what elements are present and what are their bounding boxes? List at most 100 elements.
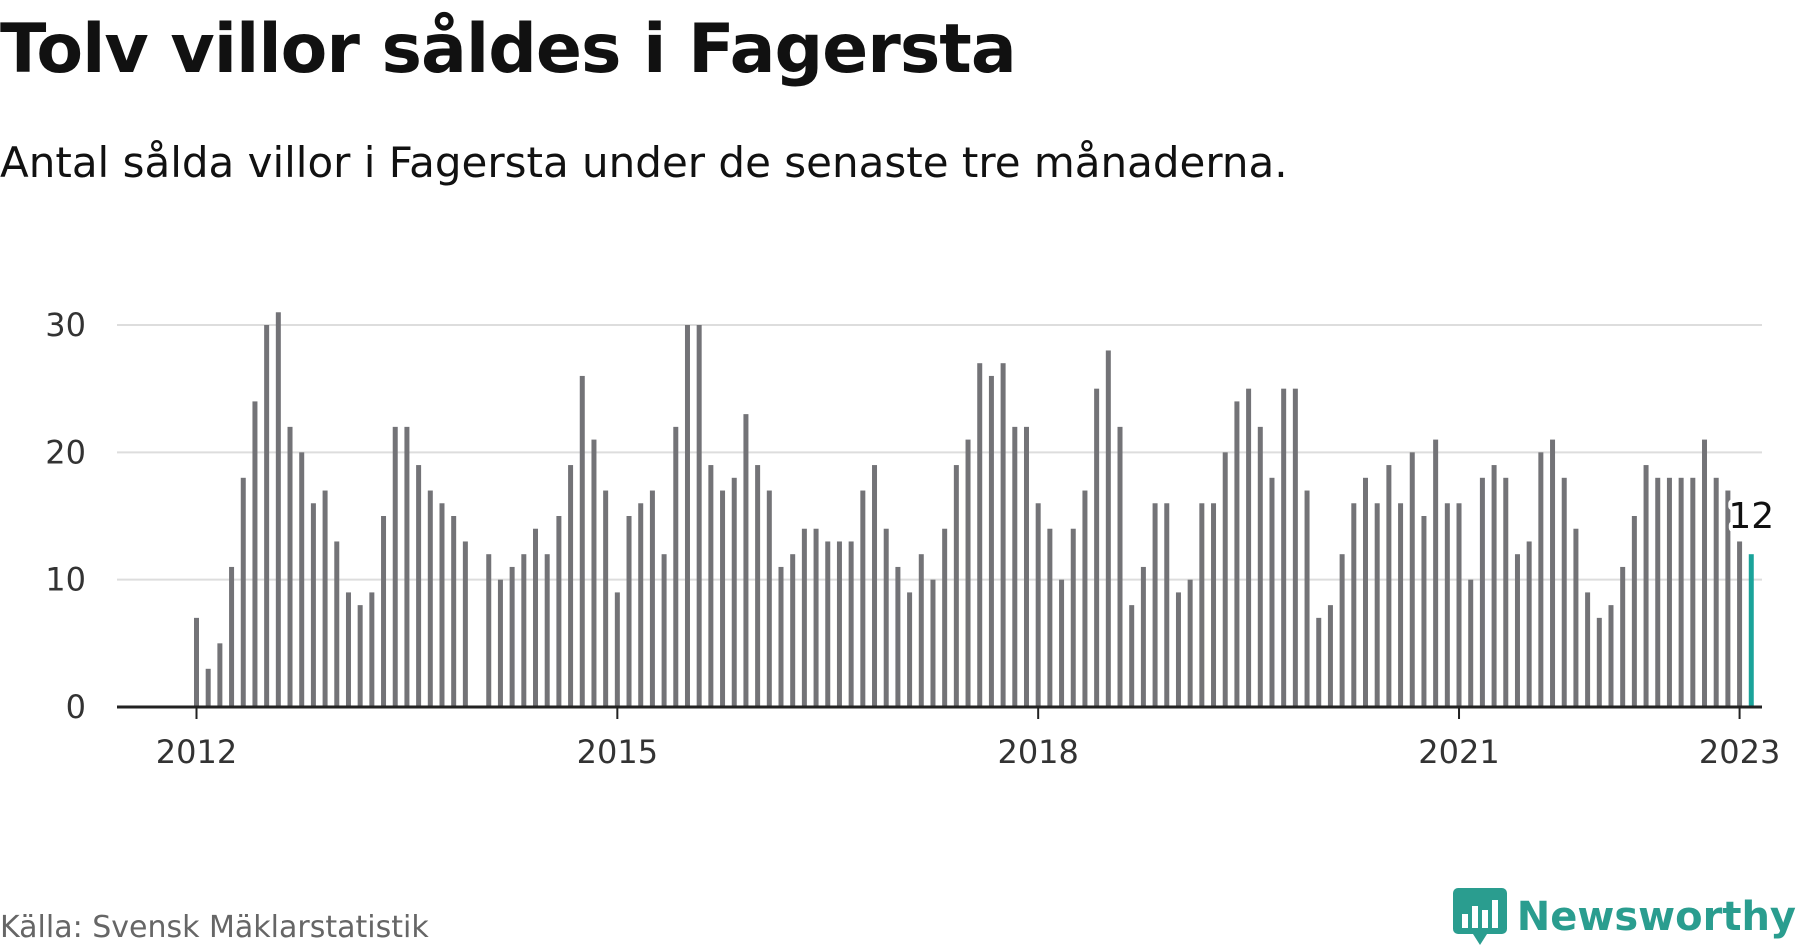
bar [1678, 477, 1684, 707]
bar [1035, 503, 1041, 707]
x-tick-label: 2012 [156, 733, 237, 771]
bar [1643, 465, 1649, 707]
bar [381, 516, 387, 707]
bar [638, 503, 644, 707]
bar [556, 516, 562, 707]
bar [778, 566, 784, 707]
bar [521, 554, 527, 707]
bar [1152, 503, 1158, 707]
bar [1421, 516, 1427, 707]
bar [451, 516, 457, 707]
bar [1070, 528, 1076, 707]
bar [731, 477, 737, 707]
bar [1129, 605, 1135, 707]
bar [696, 325, 702, 707]
x-tick-label: 2018 [997, 733, 1078, 771]
bar [194, 617, 199, 707]
bar [357, 605, 363, 707]
bar [1105, 350, 1111, 707]
newsworthy-logo[interactable]: Newsworthy [1452, 888, 1796, 946]
y-tick-label: 20 [45, 433, 86, 471]
bar [544, 554, 550, 707]
bar [427, 490, 433, 707]
source-note: Källa: Svensk Mäklarstatistik [0, 910, 429, 945]
bar [1000, 363, 1006, 707]
bar [1503, 477, 1509, 707]
bar [895, 566, 901, 707]
bar [1246, 388, 1252, 707]
bar [930, 579, 936, 707]
bar [942, 528, 948, 707]
bar [1631, 516, 1637, 707]
bar [1713, 477, 1719, 707]
bar [1444, 503, 1450, 707]
bar [217, 643, 223, 707]
bar [1059, 579, 1065, 707]
bar [1094, 388, 1100, 707]
bar [825, 541, 831, 707]
x-tick-label: 2021 [1418, 733, 1499, 771]
bar [416, 465, 422, 707]
bar [1304, 490, 1310, 707]
bar [1339, 554, 1345, 707]
bar [568, 465, 574, 707]
bar [872, 465, 878, 707]
bar [1561, 477, 1567, 707]
bar [287, 426, 293, 707]
bar [813, 528, 819, 707]
y-tick-label: 0 [66, 688, 86, 726]
bar [369, 592, 375, 707]
bar [766, 490, 772, 707]
bar [918, 554, 924, 707]
bar [1526, 541, 1532, 707]
bar [743, 414, 749, 707]
bar [1456, 503, 1462, 707]
bar [1386, 465, 1392, 707]
bar [860, 490, 866, 707]
bar [1620, 566, 1626, 707]
bar [1666, 477, 1672, 707]
bar [603, 490, 609, 707]
bar [334, 541, 340, 707]
bar [240, 477, 246, 707]
bar [345, 592, 351, 707]
bar [462, 541, 468, 707]
bar [1702, 439, 1708, 707]
bar [275, 312, 281, 707]
bar [1725, 490, 1731, 707]
bar [953, 465, 959, 707]
bar [1690, 477, 1696, 707]
x-tick-label: 2023 [1699, 733, 1780, 771]
x-tick-label: 2015 [577, 733, 658, 771]
bar [1117, 426, 1123, 707]
bar [1199, 503, 1205, 707]
bar-highlight [1748, 554, 1754, 707]
bar [848, 541, 854, 707]
bar [790, 554, 796, 707]
bar [907, 592, 913, 707]
bar [684, 325, 690, 707]
bar-chart: 0 10 20 30 2012 2015 2018 2021 2023 12 [45, 306, 1780, 771]
bar [497, 579, 503, 707]
bar [1608, 605, 1614, 707]
bar [1374, 503, 1380, 707]
bar [1737, 541, 1743, 707]
bar [509, 566, 515, 707]
bar [1175, 592, 1181, 707]
bar [1491, 465, 1497, 707]
bar [252, 401, 258, 707]
bar [1468, 579, 1474, 707]
bar [1479, 477, 1485, 707]
bar [439, 503, 445, 707]
bar [1433, 439, 1439, 707]
bar [801, 528, 807, 707]
bar [1596, 617, 1602, 707]
bar [649, 490, 655, 707]
bar [720, 490, 726, 707]
bar [1140, 566, 1146, 707]
bar [1351, 503, 1357, 707]
bar [1409, 452, 1415, 707]
bar [486, 554, 492, 707]
chart-title: Tolv villor såldes i Fagersta [0, 10, 1017, 89]
bar [708, 465, 714, 707]
